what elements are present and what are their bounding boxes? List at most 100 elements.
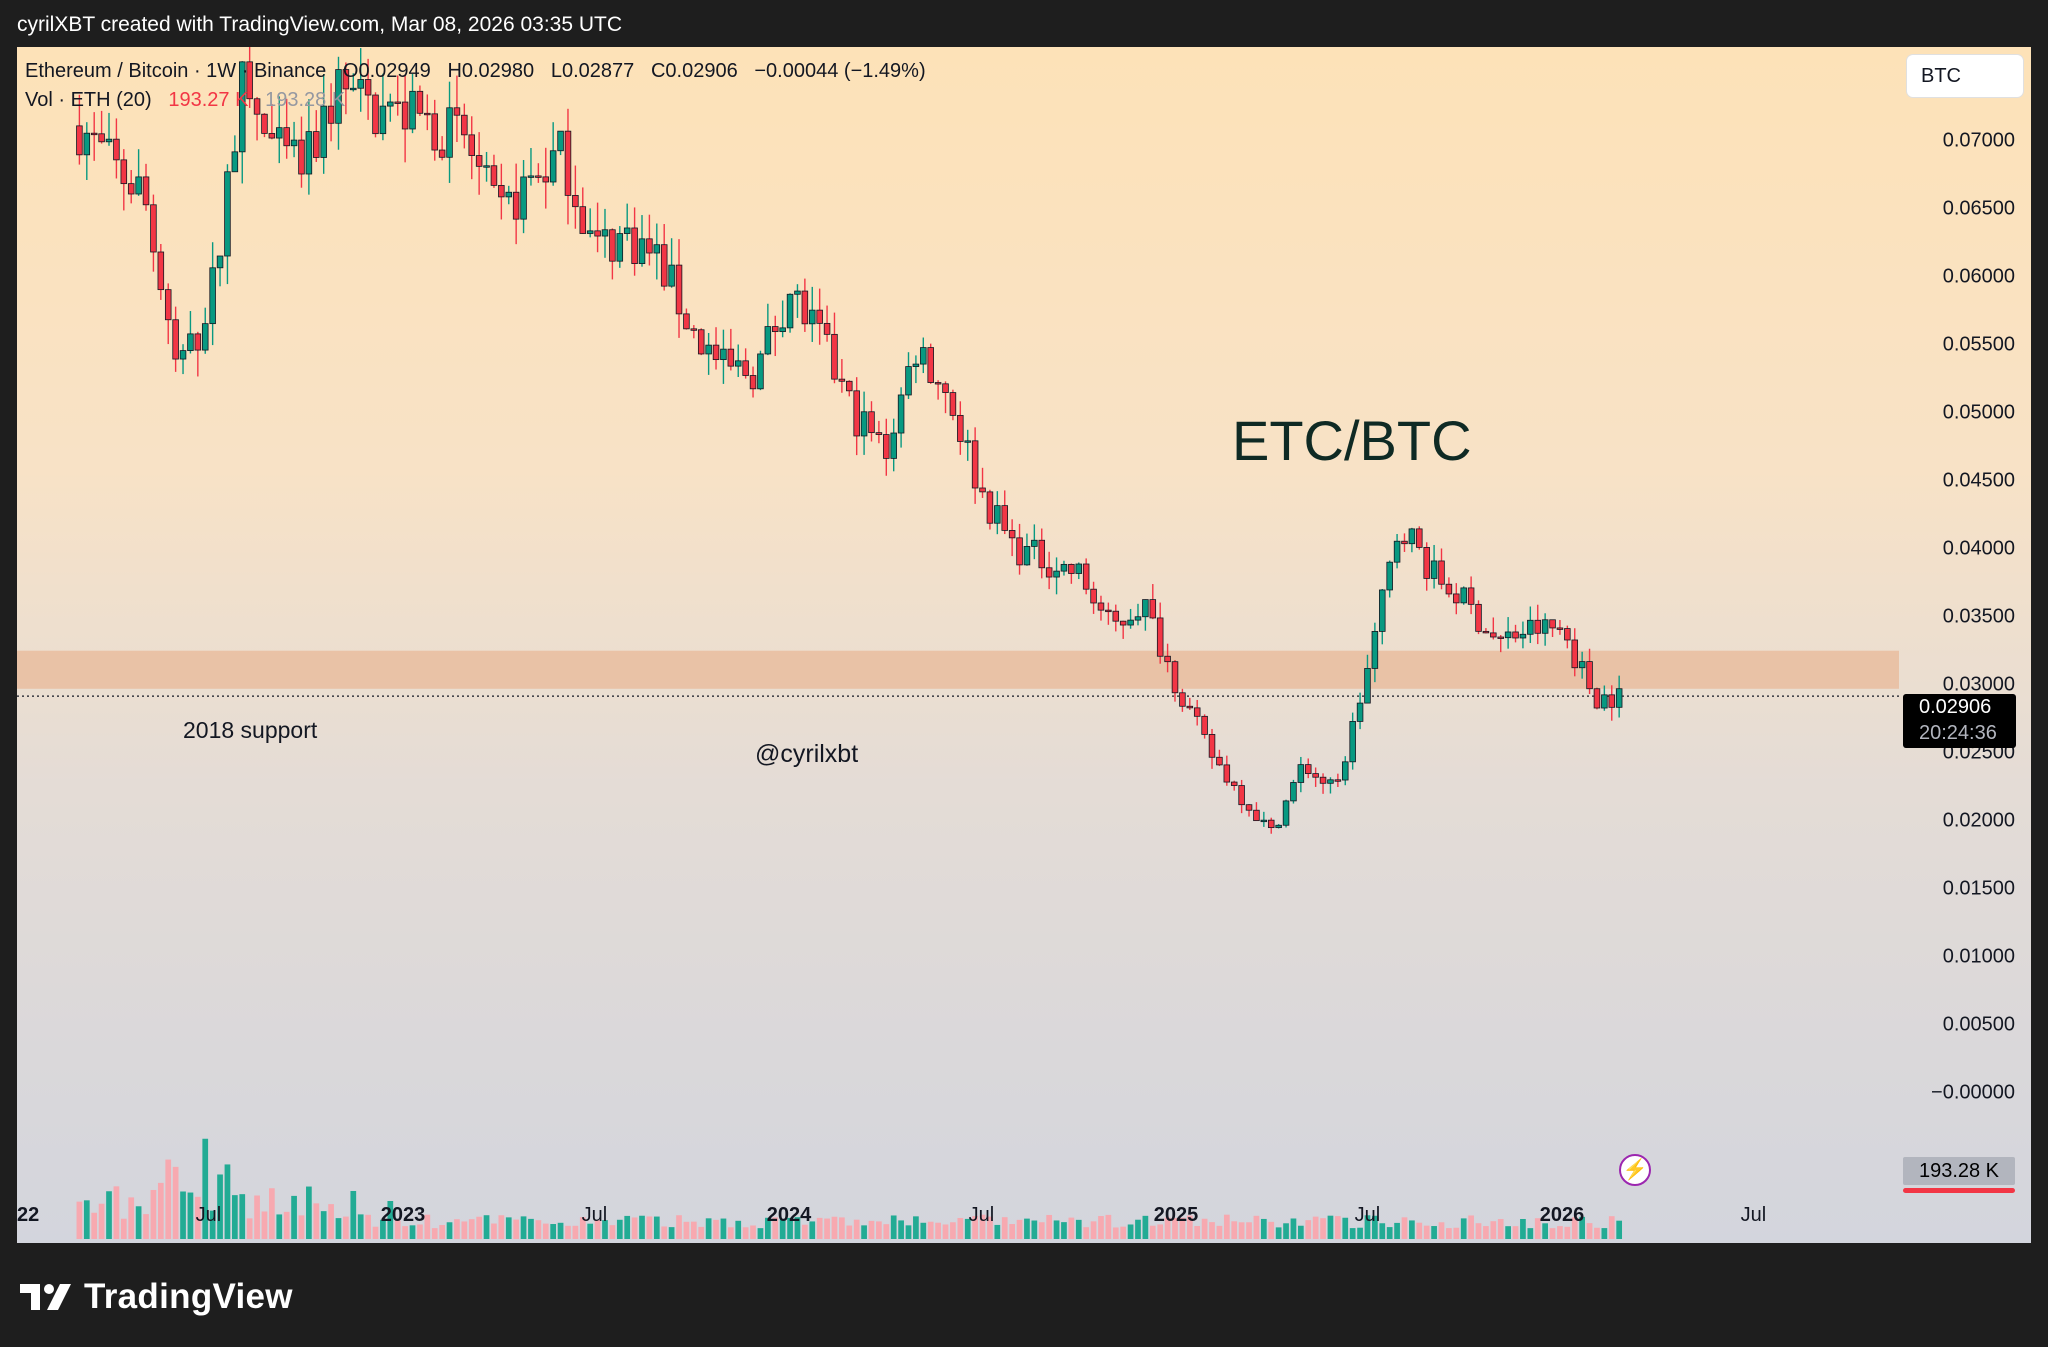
candle-body <box>1149 599 1157 619</box>
candle-body <box>1593 688 1601 709</box>
legend-symbol[interactable]: Ethereum / Bitcoin · 1W · Binance <box>25 60 327 82</box>
candle-body <box>1401 540 1408 545</box>
volume-bar <box>535 1220 542 1239</box>
volume-bar <box>365 1214 371 1239</box>
candle-body <box>1408 528 1416 545</box>
candle-body <box>157 251 165 291</box>
candle-body <box>942 383 949 393</box>
volume-bar <box>957 1217 964 1239</box>
candle-body <box>1045 567 1053 578</box>
candle-body <box>831 333 838 380</box>
candle-body <box>1208 734 1216 758</box>
y-tick-label: 0.07000 <box>1943 129 2015 151</box>
candle-body <box>475 155 483 167</box>
volume-bar <box>1312 1216 1319 1239</box>
candle-body <box>231 151 239 173</box>
volume-bar <box>1594 1227 1600 1239</box>
volume-bar <box>1142 1215 1149 1239</box>
candle-body <box>424 112 431 116</box>
volume-bar <box>913 1216 919 1239</box>
candle-body <box>505 191 513 198</box>
volume-bar <box>1031 1220 1038 1239</box>
volume-bar <box>1201 1218 1208 1239</box>
candle-body <box>1541 619 1549 634</box>
created-caption: cyrilXBT created with TradingView.com, M… <box>17 13 623 36</box>
candle-body <box>1238 785 1245 806</box>
candle-body <box>1327 779 1334 784</box>
candle-body <box>1512 631 1519 639</box>
chart-svg[interactable]: 0.07000 0.06500 0.06000 0.05500 0.05000 0.045… <box>17 47 2031 1243</box>
legend-open: O0.02949 <box>342 60 431 82</box>
volume-bar <box>1608 1216 1615 1239</box>
volume-bar <box>1423 1225 1430 1239</box>
volume-bar <box>1460 1218 1467 1239</box>
volume-bar <box>646 1216 653 1239</box>
candle-body <box>535 175 542 178</box>
tradingview-brand: TradingView <box>84 1277 293 1316</box>
candle-body <box>957 414 964 442</box>
candle-body <box>705 344 712 355</box>
candle-body <box>1342 761 1349 781</box>
volume-bar <box>239 1194 246 1239</box>
tradingview-logo[interactable]: TradingView <box>20 1277 293 1317</box>
candle-body <box>1193 707 1201 717</box>
y-tick-label: 0.04000 <box>1943 537 2015 559</box>
candle-body <box>609 229 616 262</box>
candle-body <box>594 230 601 237</box>
candle-body <box>727 348 735 367</box>
candle-body <box>172 319 179 360</box>
volume-bar <box>1320 1218 1326 1239</box>
candle-body <box>468 134 475 156</box>
candle-body <box>749 375 757 390</box>
legend-vol-label[interactable]: Vol · ETH (20) <box>25 89 152 111</box>
candle-body <box>335 69 342 124</box>
volume-bar <box>246 1218 253 1239</box>
candle-body <box>1527 619 1534 635</box>
volume-bar <box>661 1226 668 1239</box>
volume-bar <box>987 1216 993 1239</box>
candle-body <box>1260 819 1268 823</box>
candle-body <box>920 347 927 365</box>
candle-body <box>897 394 905 434</box>
volume-bar <box>1335 1216 1341 1239</box>
candle-body <box>1497 636 1504 639</box>
candle-body <box>1016 537 1023 566</box>
candle-body <box>83 132 91 156</box>
volume-bar <box>1046 1214 1053 1239</box>
candle-body <box>216 255 224 269</box>
volume-bar <box>1009 1224 1015 1239</box>
volume-bar <box>1453 1227 1460 1239</box>
candle-body <box>483 165 490 168</box>
volume-bar <box>994 1224 1001 1239</box>
volume-bar <box>972 1216 978 1239</box>
x-tick-label: 2023 <box>381 1204 426 1226</box>
volume-bar <box>461 1221 468 1239</box>
volume-bar <box>550 1224 557 1239</box>
volume-bar <box>1283 1223 1289 1239</box>
volume-bar <box>1616 1220 1623 1239</box>
volume-bar <box>513 1219 520 1239</box>
candle-body <box>586 230 594 234</box>
candle-body <box>238 61 246 153</box>
volume-bar <box>713 1219 719 1239</box>
volume-bar <box>1194 1226 1201 1239</box>
candle-body <box>720 348 727 361</box>
candle-body <box>1142 599 1149 618</box>
candle-body <box>875 432 883 435</box>
volume-bar <box>757 1228 764 1239</box>
candle-body <box>1038 539 1046 569</box>
volume-bar <box>254 1195 260 1239</box>
lightning-icon[interactable]: ⚡ <box>1619 1154 1651 1186</box>
support-zone-layer <box>17 650 1899 697</box>
chart-area[interactable]: 0.07000 0.06500 0.06000 0.05500 0.05000 0.045… <box>17 47 2031 1243</box>
volume-bar <box>1438 1222 1445 1239</box>
currency-select[interactable]: BTC <box>1907 55 2023 97</box>
legend-ohlc: Ethereum / Bitcoin · 1W · Binance O0.029… <box>25 60 926 83</box>
legend-low: L0.02877 <box>550 60 635 82</box>
volume-bar <box>1557 1226 1563 1239</box>
volume-bar <box>1186 1215 1193 1239</box>
legend-vol-ma: 193.28 K <box>265 89 346 111</box>
volume-bar <box>942 1224 949 1239</box>
candle-body <box>868 411 875 434</box>
candle-body <box>1008 530 1016 539</box>
